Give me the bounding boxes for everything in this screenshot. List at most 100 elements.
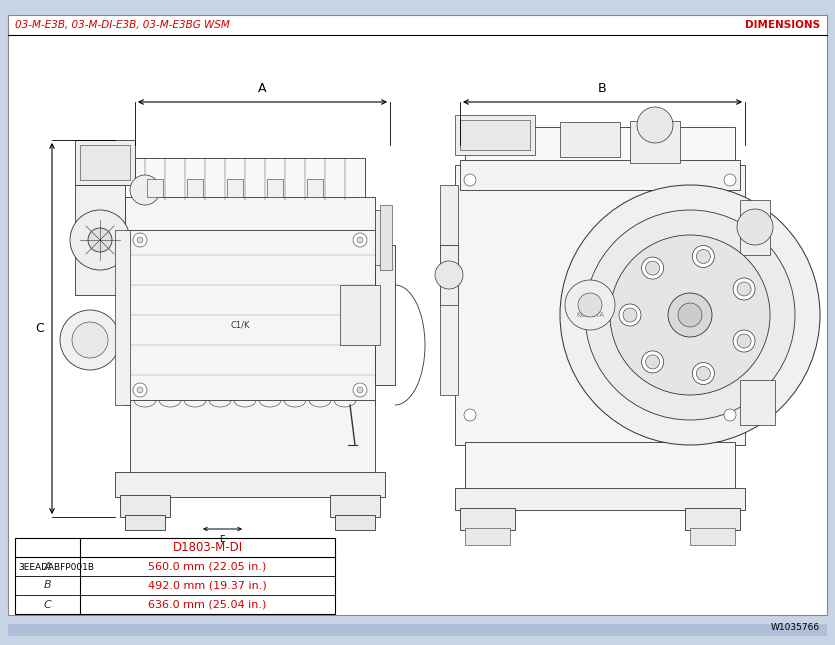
Circle shape [137,237,143,243]
Text: 636.0 mm (25.04 in.): 636.0 mm (25.04 in.) [149,599,266,610]
Bar [75,140,135,185]
Bar [335,515,375,530]
Text: A: A [43,562,51,571]
Bar [440,245,458,305]
Circle shape [678,303,702,327]
Bar [460,508,515,530]
Bar [465,127,735,165]
Bar [630,121,680,163]
Circle shape [70,210,130,270]
Circle shape [692,246,715,268]
Bar [375,245,395,385]
Bar [267,179,283,197]
Text: E: E [219,535,225,544]
Text: KUBOTA: KUBOTA [576,312,604,318]
Circle shape [641,257,664,279]
Circle shape [645,355,660,369]
Circle shape [357,237,363,243]
Bar [75,185,125,295]
Circle shape [137,387,143,393]
Circle shape [435,261,463,289]
Circle shape [357,387,363,393]
Circle shape [610,235,770,395]
Bar [685,508,740,530]
Bar [375,210,390,265]
Circle shape [623,308,637,322]
Text: C: C [43,599,52,610]
Bar [455,165,745,445]
Text: B: B [43,580,51,591]
Bar [440,245,458,395]
Circle shape [72,322,108,358]
Bar [455,115,535,155]
Circle shape [565,280,615,330]
Circle shape [637,107,673,143]
Circle shape [733,278,755,300]
Circle shape [353,383,367,397]
Circle shape [696,366,711,381]
Bar [455,488,745,510]
Circle shape [560,185,820,445]
Bar [460,160,740,190]
Bar [125,230,375,405]
Circle shape [585,210,795,420]
Text: C: C [36,322,44,335]
Bar [135,158,365,200]
Bar [440,185,458,245]
Circle shape [133,383,147,397]
Text: W1035766: W1035766 [771,622,820,631]
Text: C1/K: C1/K [230,321,250,330]
Bar [115,230,130,405]
Circle shape [464,174,476,186]
Bar [8,624,827,636]
Text: B: B [598,82,606,95]
Bar [560,122,620,157]
Bar [460,120,530,150]
Text: DIMENSIONS: DIMENSIONS [745,20,820,30]
Bar [465,442,735,490]
Bar [147,179,163,197]
Circle shape [668,293,712,337]
Bar [465,528,510,545]
Text: A: A [258,82,266,95]
Circle shape [578,293,602,317]
Circle shape [353,233,367,247]
Circle shape [724,409,736,421]
Bar [120,495,170,517]
Circle shape [737,282,751,296]
Text: 492.0 mm (19.37 in.): 492.0 mm (19.37 in.) [148,580,267,591]
Circle shape [464,409,476,421]
Text: 560.0 mm (22.05 in.): 560.0 mm (22.05 in.) [149,562,266,571]
Circle shape [733,330,755,352]
Bar [130,400,375,475]
Text: 03-M-E3B, 03-M-DI-E3B, 03-M-E3BG WSM: 03-M-E3B, 03-M-DI-E3B, 03-M-E3BG WSM [15,20,230,30]
Bar [330,495,380,517]
Bar [380,205,392,270]
Circle shape [130,175,160,205]
Bar [740,380,775,425]
Bar [115,472,385,497]
Text: 3EEADABFP001B: 3EEADABFP001B [18,562,94,571]
Circle shape [724,174,736,186]
Circle shape [60,310,120,370]
Bar [340,285,380,345]
Bar [125,515,165,530]
Circle shape [619,304,641,326]
Circle shape [645,261,660,275]
Circle shape [696,250,711,264]
Bar [187,179,203,197]
Circle shape [641,351,664,373]
Circle shape [737,334,751,348]
Bar [80,145,130,180]
Bar [15,538,335,614]
Bar [227,179,243,197]
Text: D1803-M-DI: D1803-M-DI [173,541,242,554]
Bar [307,179,323,197]
Circle shape [88,228,112,252]
Circle shape [737,209,773,245]
Circle shape [692,362,715,384]
Bar [690,528,735,545]
Bar [740,200,770,255]
Circle shape [133,233,147,247]
Bar [125,197,375,235]
